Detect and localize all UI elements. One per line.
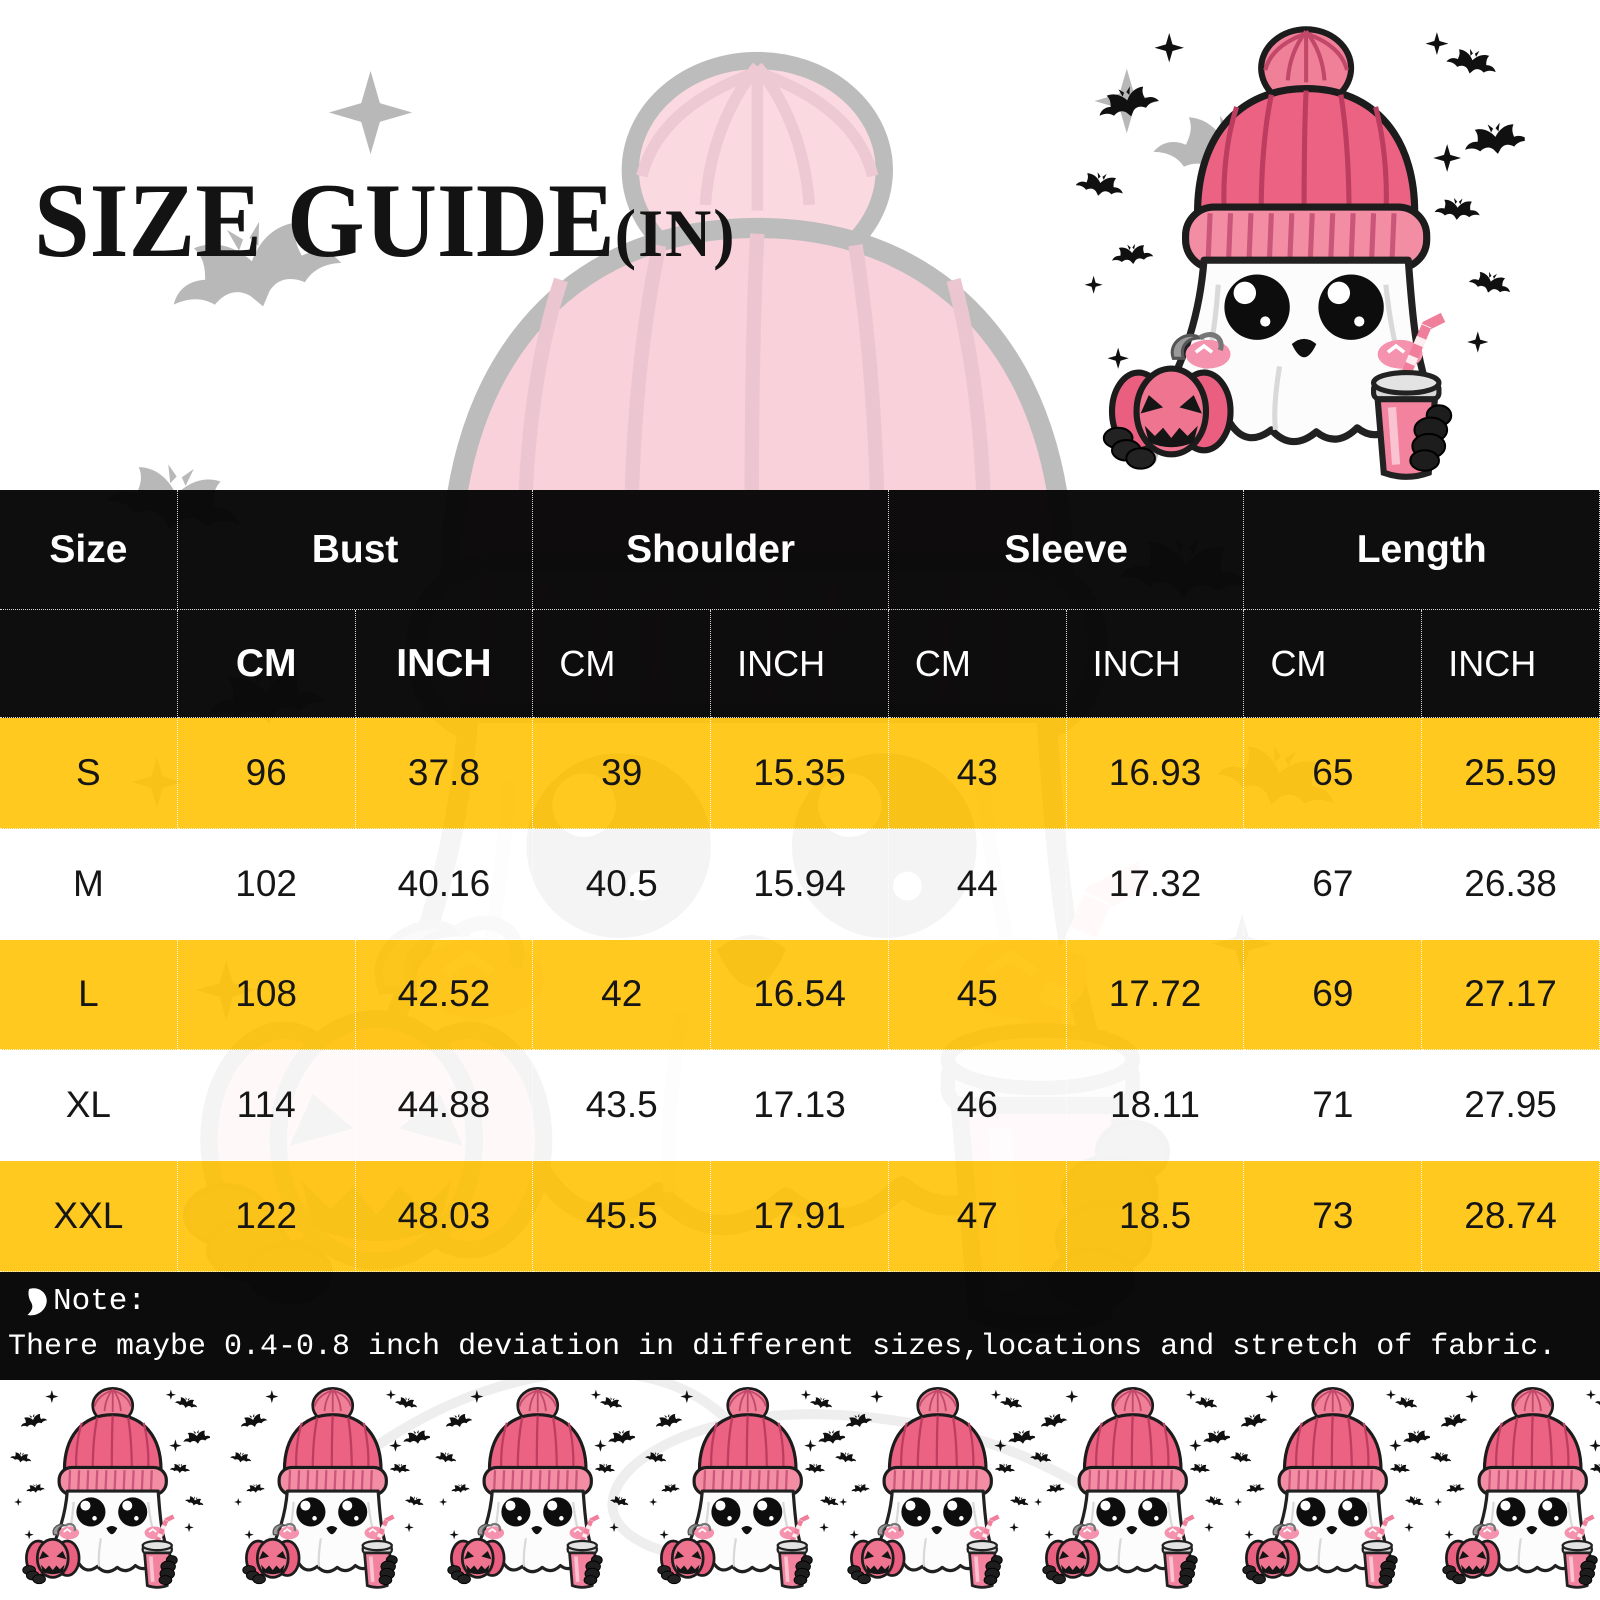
data-cell: 46 — [888, 1050, 1067, 1162]
note-heading: Note: — [24, 1284, 146, 1319]
data-cell: 27.17 — [1422, 939, 1600, 1051]
data-cell: 45 — [888, 939, 1067, 1051]
title-suffix: (IN) — [614, 195, 737, 271]
col-header-length: Length — [1244, 490, 1600, 610]
data-cell: 122 — [177, 1161, 356, 1272]
title-main: SIZE GUIDE — [34, 161, 615, 280]
unit-header-sleeve-inch: INCH — [1066, 610, 1245, 718]
data-cell: 102 — [177, 828, 356, 940]
unit-header-length-inch: INCH — [1422, 610, 1600, 718]
unit-header-sleeve-cm: CM — [888, 610, 1067, 718]
data-cell: 40.5 — [533, 828, 712, 940]
data-cell: 42 — [533, 939, 712, 1051]
data-cell: 18.11 — [1066, 1050, 1245, 1162]
data-cell: 67 — [1244, 828, 1423, 940]
data-cell: 73 — [1244, 1161, 1423, 1272]
size-cell: XL — [0, 1050, 178, 1162]
note-bar: Note: There maybe 0.4-0.8 inch deviation… — [0, 1272, 1600, 1380]
data-cell: 48.03 — [355, 1161, 534, 1272]
ghost-strip-art — [230, 1382, 430, 1591]
data-cell: 44.88 — [355, 1050, 534, 1162]
col-header-bust: Bust — [177, 490, 534, 610]
data-cell: 17.13 — [711, 1050, 889, 1162]
size-table: Size Bust Shoulder Sleeve Length CM INCH… — [0, 490, 1600, 1272]
unit-header-bust-cm: CM — [177, 610, 356, 718]
unit-header-bust-inch: INCH — [355, 610, 534, 718]
data-cell: 69 — [1244, 939, 1423, 1051]
data-cell: 71 — [1244, 1050, 1423, 1162]
ghost-hero-art — [1075, 15, 1525, 485]
data-cell: 96 — [177, 718, 356, 829]
data-cell: 17.32 — [1066, 828, 1245, 940]
page-title: SIZE GUIDE(IN) — [34, 167, 737, 274]
ghost-strip-art — [1430, 1382, 1600, 1591]
data-cell: 15.35 — [711, 718, 889, 829]
ghost-strip-art — [645, 1382, 845, 1591]
unit-header-empty — [0, 610, 178, 718]
data-cell: 15.94 — [711, 828, 889, 940]
data-cell: 18.5 — [1066, 1161, 1245, 1272]
data-cell: 37.8 — [355, 718, 534, 829]
size-cell: L — [0, 939, 178, 1051]
ghost-strip-art — [1230, 1382, 1430, 1591]
col-header-size: Size — [0, 490, 178, 610]
ghost-strip-art — [10, 1382, 210, 1591]
ghost-strip — [0, 1382, 1600, 1600]
size-cell: S — [0, 718, 178, 829]
data-cell: 108 — [177, 939, 356, 1051]
unit-header-shoulder-inch: INCH — [711, 610, 889, 718]
data-cell: 28.74 — [1422, 1161, 1600, 1272]
unit-header-length-cm: CM — [1244, 610, 1423, 718]
size-cell: M — [0, 828, 178, 940]
ghost-illustration — [1075, 15, 1525, 490]
data-cell: 17.72 — [1066, 939, 1245, 1051]
data-cell: 47 — [888, 1161, 1067, 1272]
data-cell: 114 — [177, 1050, 356, 1162]
ghost-strip-art — [835, 1382, 1035, 1591]
data-cell: 43 — [888, 718, 1067, 829]
note-text: There maybe 0.4-0.8 inch deviation in di… — [8, 1330, 1557, 1364]
data-cell: 39 — [533, 718, 712, 829]
col-header-sleeve: Sleeve — [888, 490, 1245, 610]
data-cell: 16.93 — [1066, 718, 1245, 829]
unit-header-shoulder-cm: CM — [533, 610, 712, 718]
data-cell: 25.59 — [1422, 718, 1600, 829]
data-cell: 16.54 — [711, 939, 889, 1051]
data-cell: 27.95 — [1422, 1050, 1600, 1162]
size-cell: XXL — [0, 1161, 178, 1272]
data-cell: 43.5 — [533, 1050, 712, 1162]
data-cell: 65 — [1244, 718, 1423, 829]
note-bullet-icon — [27, 1287, 47, 1315]
col-header-shoulder: Shoulder — [533, 490, 889, 610]
note-label: Note: — [53, 1284, 147, 1319]
data-cell: 42.52 — [355, 939, 534, 1051]
data-cell: 17.91 — [711, 1161, 889, 1272]
data-cell: 44 — [888, 828, 1067, 940]
ghost-strip-art — [1030, 1382, 1230, 1591]
ghost-strip-art — [435, 1382, 635, 1591]
data-cell: 45.5 — [533, 1161, 712, 1272]
data-cell: 26.38 — [1422, 828, 1600, 940]
data-cell: 40.16 — [355, 828, 534, 940]
